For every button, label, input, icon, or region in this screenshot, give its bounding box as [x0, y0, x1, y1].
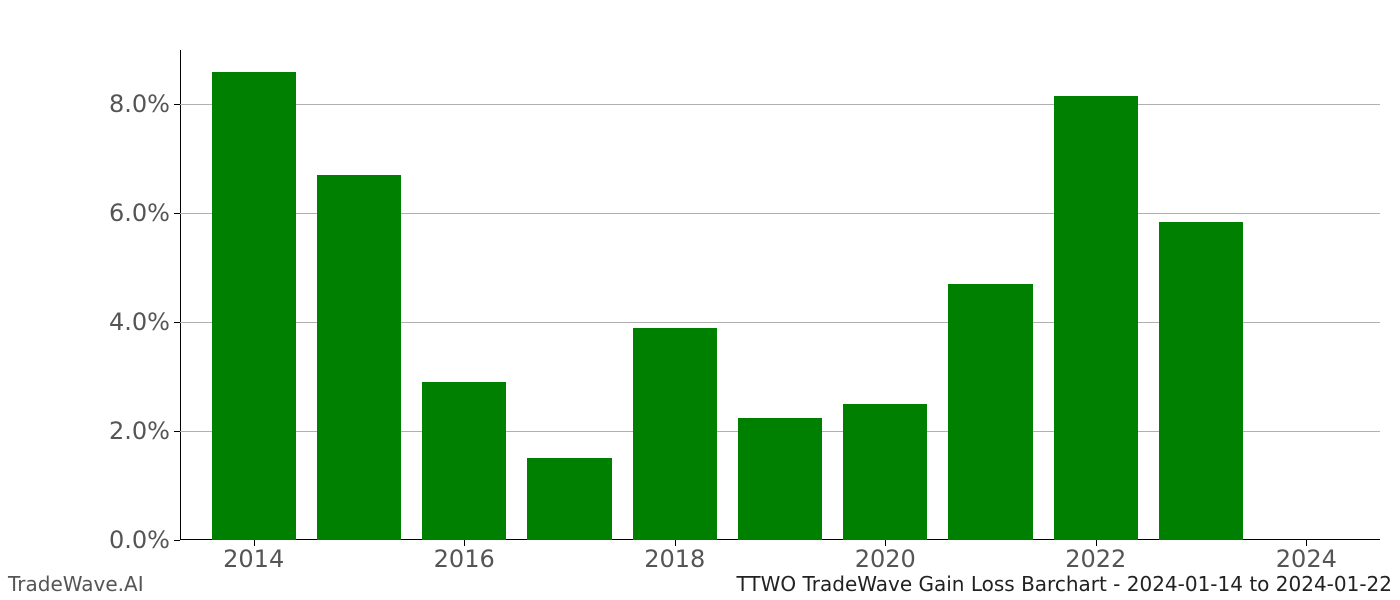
y-tick-mark — [174, 322, 180, 323]
x-tick-label: 2018 — [644, 545, 705, 573]
y-gridline — [180, 104, 1380, 105]
y-tick-label: 2.0% — [109, 417, 170, 445]
y-tick-label: 4.0% — [109, 308, 170, 336]
x-tick-label: 2014 — [223, 545, 284, 573]
y-tick-mark — [174, 431, 180, 432]
footer-left-label: TradeWave.AI — [8, 572, 144, 596]
y-tick-label: 6.0% — [109, 199, 170, 227]
bar — [527, 458, 611, 540]
y-axis-line — [180, 50, 181, 540]
y-tick-mark — [174, 104, 180, 105]
chart-container: TradeWave.AI TTWO TradeWave Gain Loss Ba… — [0, 0, 1400, 600]
bar — [843, 404, 927, 540]
bar — [1159, 222, 1243, 541]
bar — [317, 175, 401, 540]
bar — [212, 72, 296, 540]
bar — [738, 418, 822, 541]
bar — [948, 284, 1032, 540]
x-tick-label: 2016 — [434, 545, 495, 573]
y-tick-mark — [174, 540, 180, 541]
bar — [633, 328, 717, 540]
footer-right-label: TTWO TradeWave Gain Loss Barchart - 2024… — [737, 572, 1392, 596]
plot-area — [180, 50, 1380, 540]
bar — [1054, 96, 1138, 540]
y-tick-label: 8.0% — [109, 90, 170, 118]
y-tick-label: 0.0% — [109, 526, 170, 554]
bar — [422, 382, 506, 540]
x-tick-label: 2022 — [1065, 545, 1126, 573]
y-tick-mark — [174, 213, 180, 214]
x-tick-label: 2024 — [1276, 545, 1337, 573]
x-tick-label: 2020 — [855, 545, 916, 573]
